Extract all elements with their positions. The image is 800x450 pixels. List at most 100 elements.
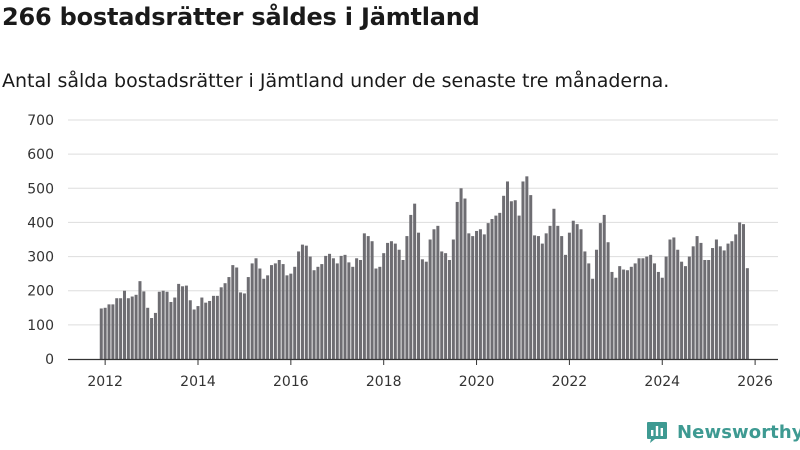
bar xyxy=(459,188,463,359)
bar xyxy=(513,200,517,359)
bar xyxy=(591,278,595,359)
bar xyxy=(405,236,409,359)
bar xyxy=(629,266,633,359)
bar xyxy=(424,261,428,359)
bar xyxy=(235,267,239,359)
bar xyxy=(525,176,529,359)
bar xyxy=(347,262,351,359)
x-tick-label: 2026 xyxy=(737,374,773,390)
bar xyxy=(389,241,393,359)
bar xyxy=(331,258,335,359)
bar xyxy=(564,254,568,359)
bar xyxy=(211,295,215,359)
bar xyxy=(633,263,637,359)
bar xyxy=(262,278,266,359)
bar xyxy=(440,251,444,359)
bar xyxy=(200,297,204,359)
x-tick-label: 2014 xyxy=(180,374,216,390)
bar xyxy=(451,239,455,359)
bar xyxy=(242,293,246,359)
bar xyxy=(455,201,459,359)
y-tick-label: 0 xyxy=(45,352,54,368)
bar xyxy=(312,270,316,359)
bar xyxy=(300,244,304,359)
bar xyxy=(150,318,154,359)
x-tick-label: 2022 xyxy=(552,374,588,390)
bar xyxy=(745,268,749,359)
bar xyxy=(463,198,467,359)
latest-value-label-halo: 266 xyxy=(743,0,770,4)
bar xyxy=(494,215,498,359)
bar xyxy=(676,249,680,359)
bar xyxy=(695,236,699,359)
x-tick-label: 2020 xyxy=(459,374,495,390)
bar xyxy=(625,270,629,359)
bar xyxy=(614,277,618,359)
bar xyxy=(533,235,537,359)
bar xyxy=(730,241,734,359)
bar xyxy=(722,250,726,359)
bar xyxy=(436,225,440,359)
bar xyxy=(358,259,362,359)
bar xyxy=(184,285,188,359)
chart-title: 266 bostadsrätter såldes i Jämtland xyxy=(2,3,480,31)
bar xyxy=(351,266,355,359)
bar xyxy=(382,253,386,359)
bar xyxy=(699,242,703,359)
bar xyxy=(575,224,579,359)
bar xyxy=(227,277,231,359)
bar xyxy=(703,259,707,359)
y-tick-label: 400 xyxy=(27,215,54,231)
bar xyxy=(277,259,281,359)
bar xyxy=(552,208,556,359)
latest-value-label: 266 xyxy=(743,0,770,4)
bar xyxy=(289,273,293,359)
bar xyxy=(683,266,687,359)
x-tick-label: 2016 xyxy=(273,374,309,390)
bar xyxy=(196,306,200,359)
bar xyxy=(378,266,382,359)
bar xyxy=(192,309,196,359)
bar xyxy=(328,253,332,359)
bar xyxy=(444,253,448,359)
bar xyxy=(223,283,227,359)
bar xyxy=(304,245,308,359)
bar xyxy=(571,220,575,359)
bar xyxy=(672,237,676,359)
bar xyxy=(126,298,130,359)
bar xyxy=(111,304,115,359)
bar xyxy=(505,181,510,359)
bar xyxy=(594,249,598,359)
bar xyxy=(239,292,243,359)
bar xyxy=(529,195,533,359)
bar xyxy=(165,291,169,359)
bar xyxy=(204,302,208,359)
bar xyxy=(413,203,417,359)
bar xyxy=(250,263,254,359)
y-tick-label: 300 xyxy=(27,250,54,266)
bar xyxy=(293,266,297,359)
bar xyxy=(714,239,718,359)
bar xyxy=(134,294,138,359)
bar xyxy=(509,201,513,359)
bar xyxy=(103,307,107,359)
bar xyxy=(660,277,664,359)
bar xyxy=(370,241,374,359)
y-tick-label: 600 xyxy=(27,147,54,163)
y-tick-label: 200 xyxy=(27,284,54,300)
bar xyxy=(560,236,564,359)
bar xyxy=(598,223,602,359)
bar xyxy=(587,263,591,359)
bar xyxy=(691,246,695,359)
bar xyxy=(142,291,146,359)
bar xyxy=(173,297,177,359)
bar xyxy=(738,222,742,359)
bar xyxy=(157,291,161,359)
bar xyxy=(393,243,397,359)
bar xyxy=(645,256,649,359)
bar xyxy=(521,181,525,359)
newsworthy-brand-name: Newsworthy xyxy=(677,421,800,443)
bar xyxy=(397,249,401,359)
bar xyxy=(215,295,219,359)
